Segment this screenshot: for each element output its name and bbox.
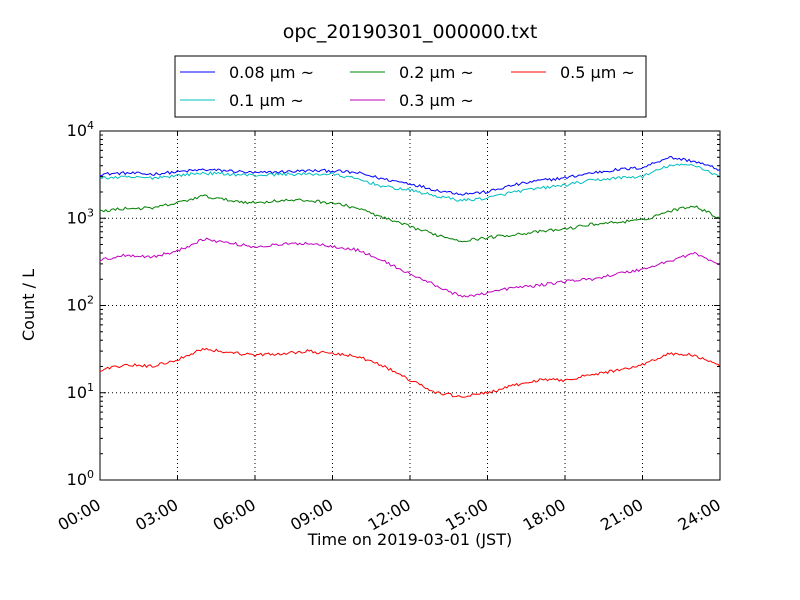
- legend-label-3: 0.3 μm ~: [399, 91, 474, 110]
- legend-label-4: 0.5 μm ~: [560, 63, 635, 82]
- series-line-1: [99, 163, 721, 202]
- y-tick-labels: 100 101 102 103 104: [67, 119, 94, 489]
- legend: 0.08 μm ~ 0.1 μm ~ 0.2 μm ~ 0.3 μm ~ 0.5 μm …: [174, 55, 647, 118]
- series-line-0: [99, 156, 721, 196]
- y-tick-label: 103: [67, 206, 94, 227]
- y-axis-label: Count / L: [19, 269, 38, 341]
- series-line-2: [99, 194, 721, 243]
- y-tick-label: 104: [67, 119, 94, 140]
- chart-title: opc_20190301_000000.txt: [283, 21, 538, 43]
- legend-label-1: 0.1 μm ~: [229, 91, 304, 110]
- legend-label-0: 0.08 μm ~: [229, 63, 314, 82]
- y-tick-label: 102: [67, 294, 94, 315]
- series-line-3: [99, 237, 721, 298]
- legend-box: [174, 55, 647, 118]
- x-axis-label: Time on 2019-03-01 (JST): [307, 530, 512, 549]
- axis-ticks: [99, 130, 721, 481]
- legend-label-2: 0.2 μm ~: [399, 63, 474, 82]
- grid-lines: [100, 131, 720, 480]
- series-lines: [99, 156, 721, 398]
- series-line-4: [99, 347, 721, 398]
- legend-items: 0.08 μm ~ 0.1 μm ~ 0.2 μm ~ 0.3 μm ~ 0.5 μm …: [180, 63, 635, 110]
- y-tick-label: 100: [67, 468, 94, 489]
- y-tick-label: 101: [67, 381, 94, 402]
